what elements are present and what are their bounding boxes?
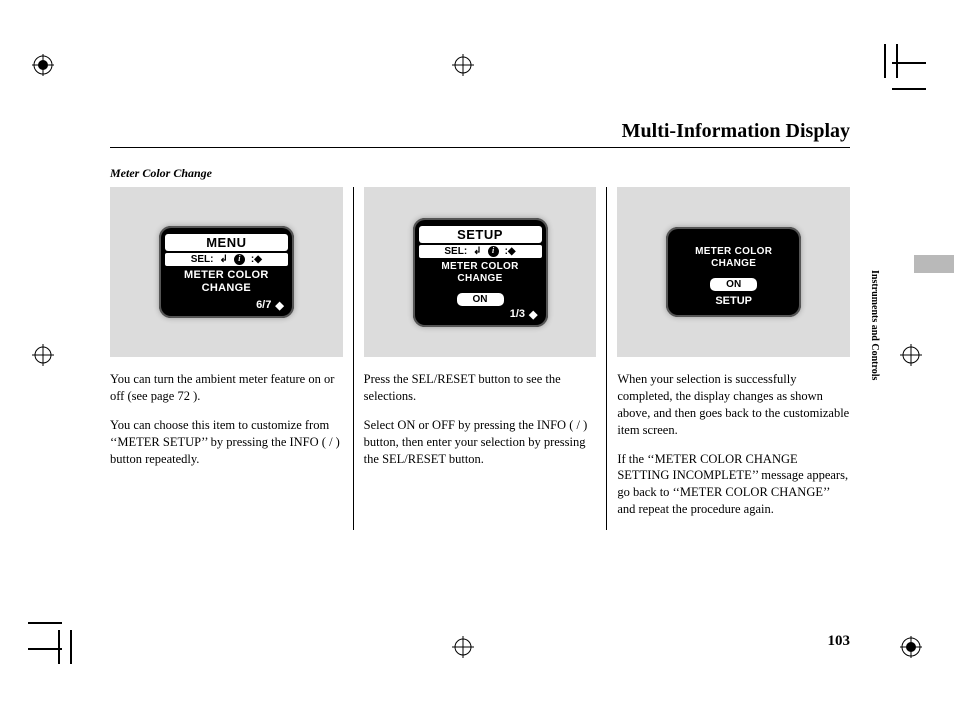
page-title: Multi-Information Display (622, 120, 850, 143)
crop-mark (892, 88, 926, 90)
title-row: Multi-Information Display (110, 120, 850, 148)
body-text: When your selection is successfully comp… (617, 371, 850, 439)
sel-label: SEL: (444, 246, 467, 257)
crop-mark (58, 630, 60, 664)
updown-icon: :◆ (505, 246, 516, 257)
body-text: If the ‘‘METER COLOR CHANGE SETTING INCO… (617, 451, 850, 519)
updown-icon: ◆ (275, 299, 283, 312)
screen-main-label: METER COLOR CHANGE (672, 246, 795, 270)
page-number: 103 (828, 633, 851, 650)
crop-mark (884, 44, 886, 78)
screen-header: MENU (165, 234, 288, 251)
enter-icon: ↲ (473, 246, 481, 257)
column-1: MENU SEL:↲ i:◆ METER COLOR CHANGE 6/7 ◆ … (110, 187, 353, 530)
crop-mark (896, 44, 898, 78)
info-icon: i (488, 246, 499, 257)
sel-label: SEL: (191, 254, 214, 265)
on-pill-wrap: ON (672, 274, 795, 293)
registration-mark-top-center (452, 54, 474, 76)
screen-header: SETUP (419, 226, 542, 243)
column-3: METER COLOR CHANGE ON SETUP When your se… (606, 187, 850, 530)
on-pill-wrap: ON (419, 289, 542, 308)
screen-footer: 6/7 ◆ (165, 299, 288, 312)
display-screen-menu: MENU SEL: ↲ i :◆ METER COLOR CHANGE 6/7 ◆ (159, 226, 294, 318)
screen-footer: 1/3 ◆ (419, 308, 542, 321)
registration-mark-top-left (32, 54, 54, 76)
display-screen-confirm: METER COLOR CHANGE ON SETUP (666, 227, 801, 317)
enter-icon: ↲ (220, 254, 228, 265)
registration-mark-left (32, 344, 54, 366)
body-text: Select ON or OFF by pressing the INFO ( … (364, 417, 597, 468)
screen-sel-row: SEL: ↲ i :◆ (165, 253, 288, 266)
page-indicator: 1/3 (510, 308, 525, 321)
screen-wrap: METER COLOR CHANGE ON SETUP (617, 187, 850, 357)
updown-icon: :◆ (251, 254, 262, 265)
registration-mark-bottom-center (452, 636, 474, 658)
screen-main-label: METER COLOR CHANGE (419, 261, 542, 285)
info-icon: i (234, 254, 245, 265)
columns: MENU SEL:↲ i:◆ METER COLOR CHANGE 6/7 ◆ … (110, 187, 850, 530)
screen-setup-label: SETUP (672, 295, 795, 307)
page-indicator: 6/7 (256, 299, 271, 312)
body-text: Press the SEL/RESET button to see the se… (364, 371, 597, 405)
section-subtitle: Meter Color Change (110, 166, 850, 181)
screen-wrap: SETUP SEL: ↲ i :◆ METER COLOR CHANGE ON 1/… (364, 187, 597, 357)
screen-sel-row: SEL: ↲ i :◆ (419, 245, 542, 258)
side-section-label: Instruments and Controls (869, 270, 880, 380)
crop-mark (28, 622, 62, 624)
page-content: Multi-Information Display Meter Color Ch… (110, 120, 850, 530)
on-pill: ON (457, 293, 504, 306)
screen-wrap: MENU SEL: ↲ i :◆ METER COLOR CHANGE 6/7 ◆ (110, 187, 343, 357)
body-text: You can choose this item to customize fr… (110, 417, 343, 468)
column-2: SETUP SEL: ↲ i :◆ METER COLOR CHANGE ON 1/… (353, 187, 607, 530)
screen-main-label: METER COLOR CHANGE (165, 269, 288, 295)
registration-mark-right (900, 344, 922, 366)
crop-mark (70, 630, 72, 664)
side-tab (914, 255, 954, 273)
registration-mark-bottom-right (900, 636, 922, 658)
display-screen-setup: SETUP SEL: ↲ i :◆ METER COLOR CHANGE ON 1/… (413, 218, 548, 327)
updown-icon: ◆ (529, 308, 537, 321)
on-pill: ON (710, 278, 757, 291)
body-text: You can turn the ambient meter feature o… (110, 371, 343, 405)
crop-mark (28, 648, 62, 650)
